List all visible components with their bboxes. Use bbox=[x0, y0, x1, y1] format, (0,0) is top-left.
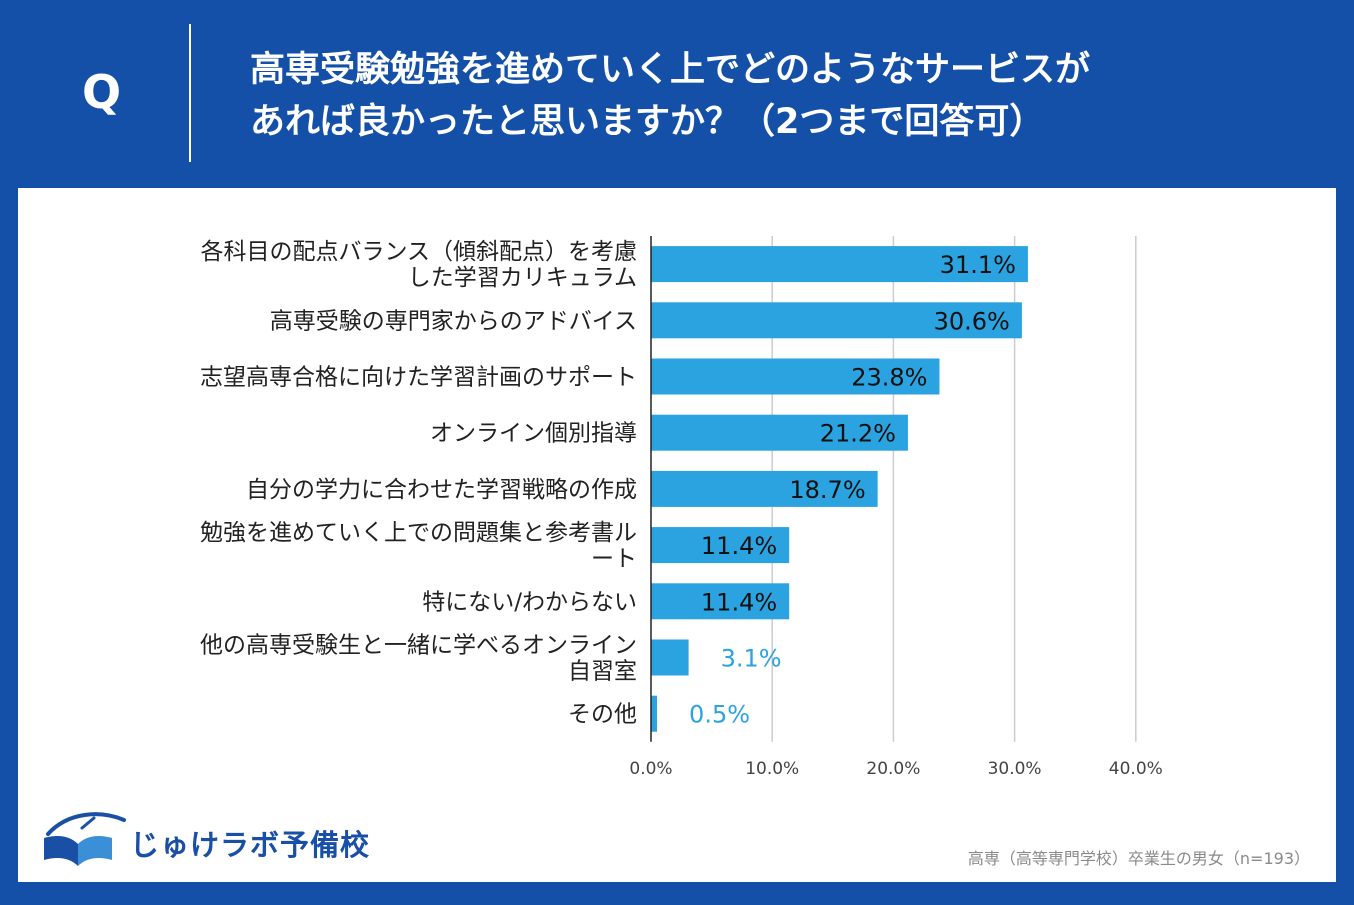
category-label: 高専受験の専門家からのアドバイス bbox=[270, 308, 637, 334]
value-label: 30.6% bbox=[934, 307, 1010, 335]
question-header: Q 高専受験勉強を進めていく上でどのようなサービスが あれば良かったと思いますか… bbox=[0, 0, 1354, 188]
category-label: 他の高専受験生と一緒に学べるオンライン bbox=[200, 633, 637, 659]
sample-footnote: 高専（高等専門学校）卒業生の男女（n=193） bbox=[967, 849, 1310, 868]
value-label: 18.7% bbox=[789, 476, 865, 504]
category-label: 各科目の配点バランス（傾斜配点）を考慮 bbox=[200, 239, 637, 265]
bar bbox=[651, 583, 790, 620]
bar bbox=[651, 302, 1022, 339]
category-label: ート bbox=[591, 546, 637, 572]
x-tick-label: 0.0% bbox=[629, 759, 672, 779]
bar bbox=[651, 527, 790, 564]
category-label: 勉強を進めていく上での問題集と参考書ル bbox=[200, 520, 637, 546]
category-label: 自分の学力に合わせた学習戦略の作成 bbox=[246, 477, 637, 503]
question-line-2: あれば良かったと思いますか？（2つまで回答可） bbox=[250, 102, 1045, 142]
bar bbox=[651, 414, 908, 451]
question-text: 高専受験勉強を進めていく上でどのようなサービスが あれば良かったと思いますか？（… bbox=[250, 44, 1310, 148]
category-label: 特にない/わからない bbox=[422, 589, 637, 615]
bar bbox=[651, 358, 940, 395]
value-label: 3.1% bbox=[721, 645, 782, 673]
value-label: 31.1% bbox=[940, 251, 1016, 279]
question-line-1: 高専受験勉強を進めていく上でどのようなサービスが bbox=[250, 50, 1091, 90]
bar bbox=[651, 246, 1028, 283]
category-label: 自習室 bbox=[568, 659, 637, 685]
x-tick-label: 30.0% bbox=[988, 759, 1042, 779]
value-label: 11.4% bbox=[701, 588, 777, 616]
category-label: その他 bbox=[568, 702, 637, 728]
chart-panel: 0.0% 10.0% 20.0% 30.0% 40.0% 各科目の配点バランス（傾斜配点）… bbox=[18, 188, 1336, 882]
value-label: 23.8% bbox=[851, 364, 927, 392]
bar bbox=[651, 470, 878, 507]
bar bbox=[651, 639, 689, 676]
value-label: 21.2% bbox=[820, 420, 896, 448]
header-divider bbox=[189, 24, 191, 162]
logo-text: じゅけラボ予備校 bbox=[130, 828, 371, 862]
question-label: Q bbox=[82, 65, 122, 119]
value-label: 11.4% bbox=[701, 532, 777, 560]
category-label: した学習カリキュラム bbox=[408, 265, 637, 291]
value-label: 0.5% bbox=[689, 701, 750, 729]
category-label: 志望高専合格に向けた学習計画のサポート bbox=[200, 365, 637, 391]
x-tick-label: 40.0% bbox=[1109, 759, 1163, 779]
bar bbox=[651, 695, 658, 732]
logo: じゅけラボ予備校 bbox=[38, 808, 371, 872]
x-tick-label: 20.0% bbox=[866, 759, 920, 779]
category-label: オンライン個別指導 bbox=[430, 421, 637, 447]
book-logo-icon bbox=[44, 812, 126, 866]
x-tick-label: 10.0% bbox=[745, 759, 799, 779]
bar-chart: 0.0% 10.0% 20.0% 30.0% 40.0% 各科目の配点バランス（傾斜配点）… bbox=[200, 236, 1163, 779]
